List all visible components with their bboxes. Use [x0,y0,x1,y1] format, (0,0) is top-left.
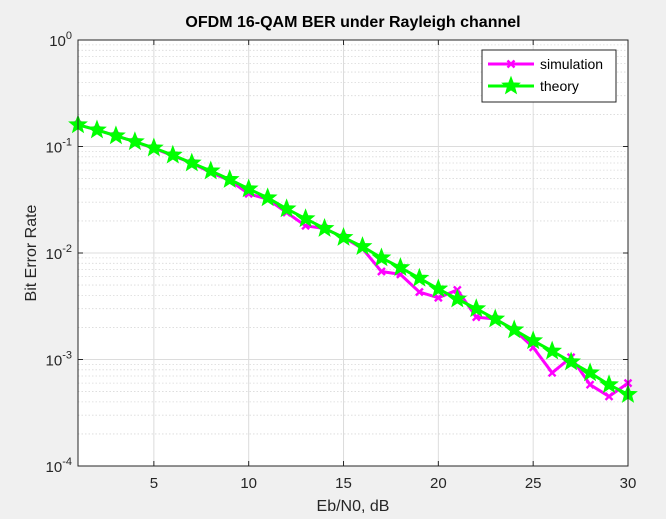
chart-title: OFDM 16-QAM BER under Rayleigh channel [185,14,520,31]
data-point-theory [295,208,316,228]
y-tick-label: 10-3 [46,350,72,370]
data-point-theory [371,247,392,267]
series-theory [68,114,638,403]
data-point-simulation [433,293,443,303]
data-point-simulation [547,368,557,378]
legend-marker-theory [501,75,521,95]
x-axis-title: Eb/N0, dB [317,498,390,515]
data-point-theory [257,187,278,207]
data-point-theory [124,131,145,151]
data-point-theory [409,267,430,287]
data-point-simulation [415,287,424,297]
x-tick-label: 25 [525,475,542,492]
data-point-theory [200,160,221,180]
x-tick-label: 20 [430,475,447,492]
data-point-theory [561,351,582,371]
legend-label-simulation: simulation [540,56,603,72]
data-point-simulation [471,312,481,322]
data-point-theory [219,169,240,188]
y-axis-title: Bit Error Rate [23,204,40,301]
y-tick-label: 10-1 [46,137,72,157]
data-point-theory [523,330,544,350]
x-tick-label: 15 [335,475,352,492]
y-tick-label: 10-4 [46,456,72,476]
data-point-theory [238,178,259,198]
data-point-theory [466,298,487,318]
data-point-theory [143,137,164,157]
x-axis-ticks: 5 10 15 20 25 30 [150,40,637,492]
legend-marker-simulation [506,59,516,69]
data-point-simulation [604,392,614,401]
data-point-theory [580,362,600,382]
data-point-theory [504,319,525,339]
data-point-theory [542,340,563,360]
data-point-theory [106,125,126,145]
y-axis-ticks: 100 10-1 10-2 10-3 10-4 [46,30,628,476]
y-tick-label: 10-2 [46,243,72,263]
legend: simulation theory [481,49,617,103]
data-point-theory [390,257,411,276]
data-point-theory [599,374,619,394]
legend-box [481,49,617,103]
data-point-theory [352,236,373,255]
x-tick-label: 5 [150,475,158,492]
data-point-simulation [377,267,386,276]
data-point-theory [162,144,183,164]
data-point-theory [428,278,449,298]
data-point-simulation [585,380,595,390]
data-point-theory [181,152,202,172]
data-point-theory [485,308,506,328]
data-point-theory [447,288,468,308]
legend-label-theory: theory [540,78,579,94]
data-point-theory [333,227,354,246]
x-tick-label: 10 [240,475,257,492]
series-layer [68,114,638,403]
x-tick-label: 30 [620,475,637,492]
data-point-theory [314,218,335,237]
data-point-theory [87,119,107,139]
data-point-theory [276,198,297,218]
y-tick-label: 100 [49,30,72,50]
